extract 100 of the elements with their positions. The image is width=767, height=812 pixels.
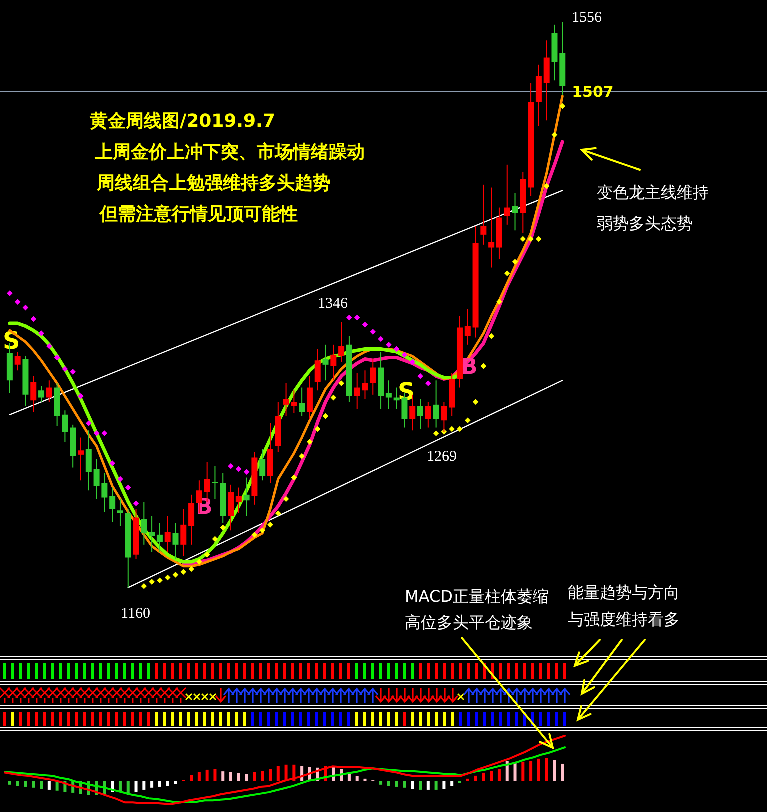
candlestick — [260, 448, 266, 482]
candlestick — [236, 487, 242, 514]
bar — [253, 772, 256, 781]
point — [480, 363, 487, 370]
bar — [514, 763, 517, 781]
text: 能量趋势与方向 — [568, 583, 680, 602]
point — [425, 380, 432, 386]
bar — [387, 781, 390, 786]
point — [94, 430, 100, 436]
point — [275, 510, 282, 516]
point — [322, 413, 329, 420]
bar — [190, 775, 194, 781]
point — [62, 366, 68, 372]
bar — [174, 781, 178, 784]
point — [110, 460, 116, 466]
bar — [40, 781, 44, 790]
bar — [142, 781, 146, 790]
candlestick — [512, 192, 518, 232]
candlestick — [188, 494, 195, 546]
point — [496, 299, 502, 305]
bar — [561, 764, 564, 781]
point — [536, 236, 542, 242]
bar — [434, 781, 438, 790]
candlestick — [30, 376, 37, 413]
point — [299, 453, 305, 460]
candlestick — [386, 380, 392, 410]
candlestick — [425, 402, 432, 428]
point — [418, 373, 424, 380]
candlestick — [314, 348, 321, 392]
bar — [32, 781, 36, 788]
bar — [150, 781, 154, 788]
candlestick — [149, 516, 156, 553]
point — [544, 183, 550, 190]
candlestick — [117, 498, 124, 527]
point — [268, 522, 274, 528]
candlestick — [418, 398, 424, 430]
point — [164, 574, 171, 581]
bar — [482, 772, 486, 781]
candlestick — [78, 437, 84, 482]
bar — [48, 781, 51, 790]
candlestick — [110, 487, 116, 523]
point — [512, 259, 518, 265]
candlestick — [464, 308, 471, 346]
point — [260, 528, 266, 534]
bar — [158, 781, 162, 787]
bar — [530, 760, 533, 781]
annotation: 1269 — [427, 449, 457, 466]
candlestick — [330, 344, 337, 382]
point — [370, 329, 376, 335]
bar — [16, 781, 20, 786]
bar — [134, 781, 138, 792]
bar — [24, 781, 28, 787]
point — [402, 352, 408, 358]
bar — [380, 781, 383, 785]
text: 1556 — [572, 10, 602, 26]
point — [528, 236, 534, 242]
bar — [545, 758, 548, 781]
point — [133, 500, 140, 506]
annotation: 1346 — [318, 296, 348, 312]
point — [78, 393, 84, 400]
point — [378, 336, 384, 342]
point — [236, 466, 242, 472]
candlestick — [488, 187, 495, 268]
candlestick — [338, 322, 345, 363]
point — [46, 343, 52, 350]
bar — [245, 774, 248, 781]
bar — [268, 769, 272, 781]
point — [354, 314, 360, 321]
point — [196, 559, 202, 565]
bar — [222, 772, 225, 781]
point — [157, 578, 163, 584]
point — [330, 394, 337, 401]
point — [125, 484, 132, 491]
bar — [237, 773, 240, 781]
point — [314, 426, 321, 432]
candlestick — [180, 508, 187, 557]
candlestick — [504, 164, 510, 226]
point — [180, 569, 187, 575]
candlestick — [141, 502, 148, 546]
bar — [553, 760, 556, 781]
point — [54, 354, 60, 361]
point — [488, 333, 494, 340]
bar — [537, 758, 540, 781]
point — [30, 316, 37, 322]
candlestick — [86, 430, 92, 492]
point — [14, 299, 21, 305]
bar — [490, 771, 494, 781]
annotation: 1160 — [121, 606, 150, 622]
candlestick — [322, 344, 329, 382]
candlestick — [244, 477, 250, 517]
point — [212, 536, 218, 542]
bar — [419, 781, 422, 790]
candlestick — [441, 402, 448, 433]
bar — [442, 781, 446, 790]
candlestick — [172, 522, 179, 560]
text: 高位多头平仓迹象 — [405, 613, 533, 632]
point — [283, 496, 290, 502]
bar — [230, 772, 233, 781]
bar — [118, 781, 122, 792]
point — [228, 463, 234, 470]
